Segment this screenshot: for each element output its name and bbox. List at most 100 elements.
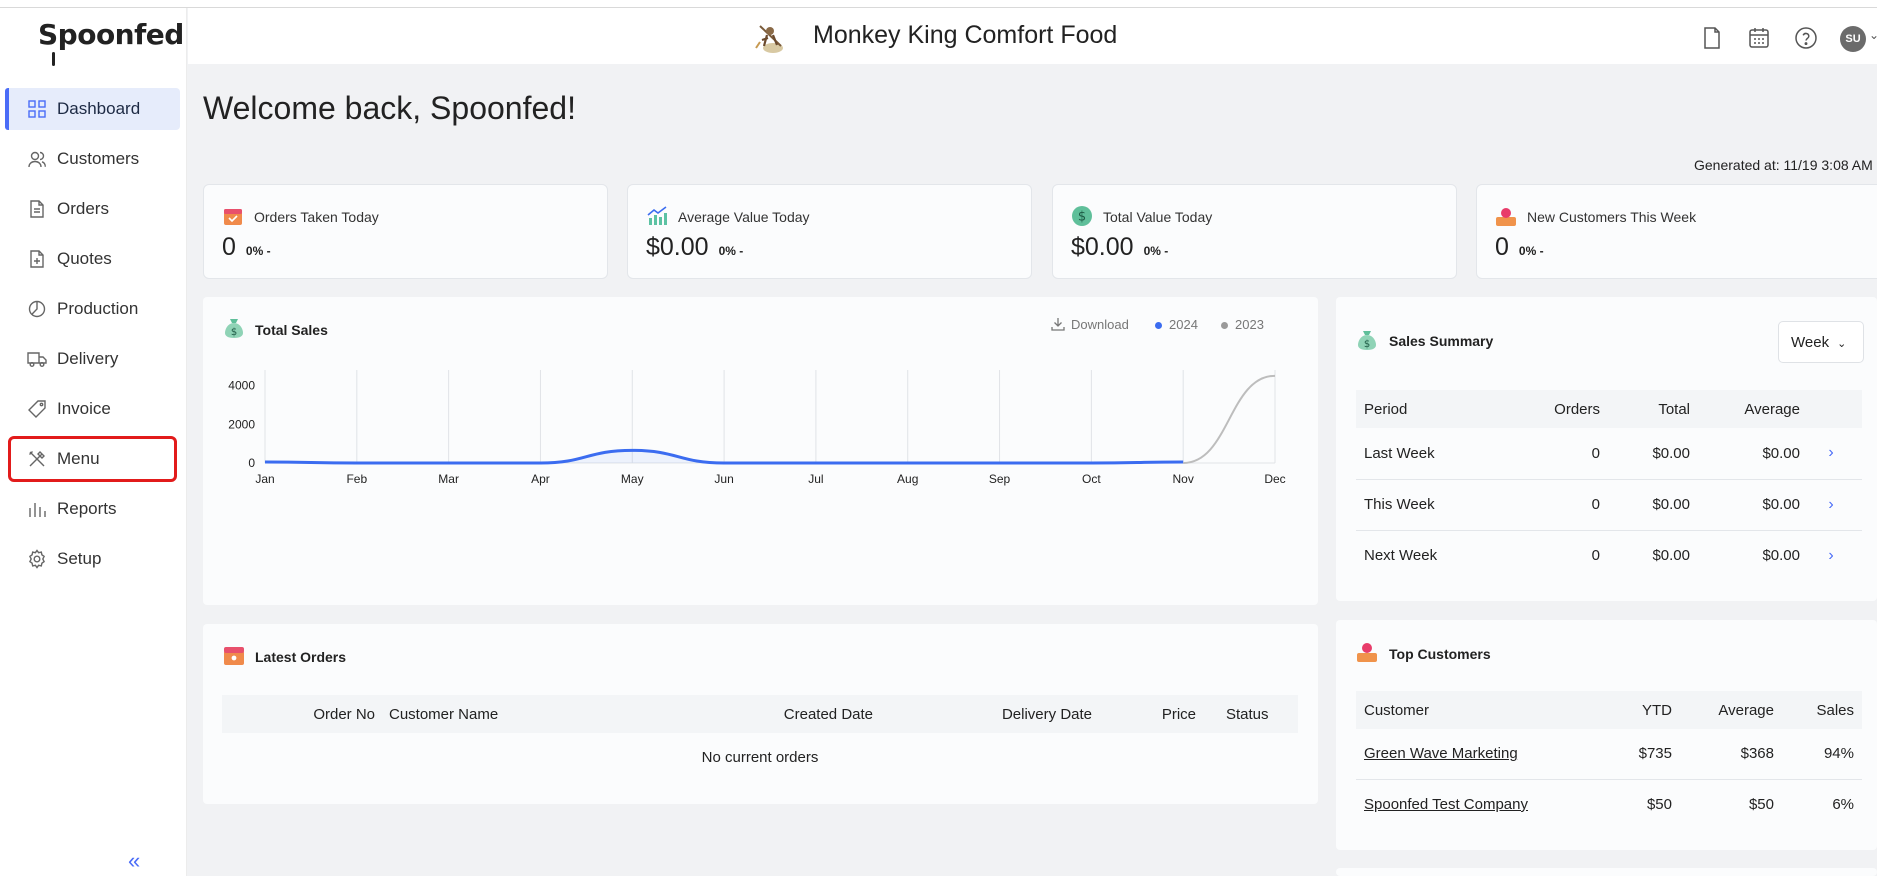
- stat-change: 0% -: [718, 244, 744, 258]
- sidebar-nav: Dashboard Customers Orders Quotes Produc…: [5, 88, 180, 588]
- sidebar-item-customers[interactable]: Customers: [5, 138, 180, 180]
- sidebar-item-setup[interactable]: Setup: [5, 538, 180, 580]
- panel-title: Sales Summary: [1389, 333, 1494, 349]
- table-row: Green Wave Marketing $735 $368 94%: [1356, 729, 1862, 780]
- trend-chart-icon: [647, 206, 667, 225]
- stat-card-total-value: $ Total Value Today $0.00 0% -: [1052, 184, 1457, 279]
- legend-dot: [1221, 322, 1228, 330]
- money-bag-icon: $: [225, 319, 243, 338]
- download-button[interactable]: Download: [1051, 317, 1129, 332]
- table-row[interactable]: Next Week 0 $0.00 $0.00 ›: [1356, 530, 1862, 581]
- help-icon[interactable]: [1794, 26, 1818, 50]
- orders-cell: 0: [1506, 479, 1600, 531]
- top-customers-table: Customer YTD Average Sales Green Wave Ma…: [1356, 691, 1862, 829]
- svg-text:$: $: [1078, 210, 1086, 225]
- collapse-sidebar-button[interactable]: «: [128, 848, 141, 873]
- truck-icon: [27, 349, 47, 369]
- column-header[interactable]: Order No: [222, 695, 375, 733]
- stat-label: Total Value Today: [1103, 209, 1213, 225]
- user-avatar[interactable]: SU: [1840, 26, 1866, 52]
- table-row[interactable]: Last Week 0 $0.00 $0.00 ›: [1356, 428, 1862, 480]
- sales-summary-table: Period Orders Total Average Last Week 0 …: [1356, 390, 1862, 581]
- average-cell: $50: [1748, 795, 1774, 813]
- file-plus-icon: [27, 249, 47, 269]
- panel-title: Total Sales: [255, 322, 328, 338]
- x-tick-label: Aug: [897, 472, 918, 486]
- column-header: YTD: [1592, 691, 1672, 729]
- sidebar-item-label: Customers: [57, 149, 140, 168]
- average-cell: $0.00: [1690, 428, 1800, 480]
- top-border: [0, 0, 1877, 8]
- next-panel: [1336, 868, 1877, 876]
- column-header: Period: [1356, 390, 1506, 428]
- x-tick-label: Nov: [1173, 472, 1194, 486]
- pie-icon: [27, 299, 47, 319]
- sidebar-item-label: Quotes: [57, 249, 112, 268]
- column-header[interactable]: Status: [1196, 695, 1298, 733]
- chevron-right-icon[interactable]: ›: [1828, 444, 1834, 462]
- ytd-cell: $50: [1646, 795, 1672, 813]
- column-header[interactable]: Delivery Date: [873, 695, 1092, 733]
- series-line-2023: [1183, 374, 1276, 464]
- column-header[interactable]: Price: [1092, 695, 1196, 733]
- sidebar-item-label: Orders: [57, 199, 109, 218]
- total-sales-chart[interactable]: 0 2000 4000 Jan Feb Mar Apr May Jun Jul Aug Sep Oct N…: [203, 370, 1318, 585]
- sidebar-item-reports[interactable]: Reports: [5, 488, 180, 530]
- column-header: Total: [1600, 390, 1690, 428]
- column-header[interactable]: Customer Name: [375, 695, 695, 733]
- legend-item-2023[interactable]: 2023: [1221, 317, 1264, 332]
- period-select[interactable]: Week ⌄: [1778, 321, 1864, 363]
- bar-chart-icon: [27, 499, 47, 519]
- average-cell: $0.00: [1762, 547, 1800, 565]
- table-row[interactable]: This Week 0 $0.00 $0.00 ›: [1356, 479, 1862, 531]
- period-cell: Last Week: [1356, 428, 1506, 480]
- orders-cell: 0: [1506, 428, 1600, 480]
- customer-link[interactable]: Spoonfed Test Company: [1364, 795, 1528, 813]
- stat-card-average-value: Average Value Today $0.00 0% -: [627, 184, 1032, 279]
- total-cell: $0.00: [1652, 547, 1690, 565]
- stat-label: Average Value Today: [678, 209, 810, 225]
- x-tick-label: Dec: [1264, 472, 1285, 486]
- total-sales-panel: [203, 297, 1318, 605]
- sidebar-item-menu[interactable]: Menu: [8, 436, 177, 482]
- total-cell: $0.00: [1600, 428, 1690, 480]
- sidebar-item-dashboard[interactable]: Dashboard: [5, 88, 180, 130]
- sidebar-item-delivery[interactable]: Delivery: [5, 338, 180, 380]
- x-tick-label: Feb: [346, 472, 367, 486]
- stat-value: 0 0% -: [1495, 233, 1544, 261]
- column-header: Orders: [1506, 390, 1600, 428]
- sidebar: Spoonfed Dashboard Customers Orders Quot…: [0, 8, 187, 876]
- x-tick-label: Apr: [531, 472, 550, 486]
- period-cell: Next Week: [1364, 547, 1438, 565]
- stat-change: 0% -: [1143, 244, 1169, 258]
- column-header[interactable]: Created Date: [695, 695, 873, 733]
- calendar-icon[interactable]: [1747, 26, 1771, 50]
- chevron-right-icon[interactable]: ›: [1828, 546, 1834, 564]
- ytd-cell: $735: [1592, 729, 1672, 780]
- customer-icon: [1357, 643, 1377, 662]
- chevron-down-icon[interactable]: ⌄: [1869, 28, 1877, 42]
- legend-item-2024[interactable]: 2024: [1155, 317, 1198, 332]
- page-title: Welcome back, Spoonfed!: [203, 90, 576, 126]
- sidebar-item-production[interactable]: Production: [5, 288, 180, 330]
- customer-link[interactable]: Green Wave Marketing: [1364, 745, 1518, 763]
- document-icon[interactable]: [1700, 26, 1724, 50]
- chevron-right-icon[interactable]: ›: [1828, 495, 1834, 513]
- sidebar-item-orders[interactable]: Orders: [5, 188, 180, 230]
- x-tick-label: May: [621, 472, 644, 486]
- panel-title: Latest Orders: [255, 649, 347, 665]
- sidebar-item-label: Dashboard: [57, 99, 141, 118]
- stat-label: New Customers This Week: [1527, 209, 1697, 225]
- stat-label: Orders Taken Today: [254, 209, 379, 225]
- restaurant-logo: [751, 18, 789, 56]
- sidebar-item-invoice[interactable]: Invoice: [5, 388, 180, 430]
- period-cell: This Week: [1356, 479, 1506, 531]
- stat-change: 0% -: [1518, 244, 1544, 258]
- sidebar-item-label: Delivery: [57, 349, 119, 368]
- logo[interactable]: Spoonfed: [38, 18, 184, 51]
- sidebar-item-quotes[interactable]: Quotes: [5, 238, 180, 280]
- x-tick-label: Jan: [255, 472, 274, 486]
- sidebar-item-label: Production: [57, 299, 139, 318]
- stat-change: 0% -: [245, 244, 271, 258]
- svg-text:$: $: [1364, 339, 1370, 350]
